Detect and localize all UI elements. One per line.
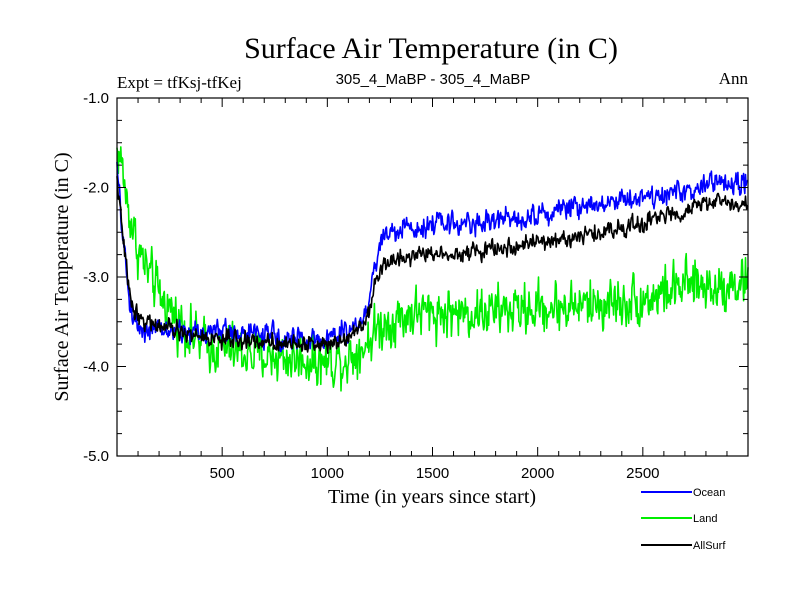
x-tick-label: 1000	[311, 465, 344, 482]
y-tick-label: -5.0	[83, 448, 109, 465]
legend-label-land: Land	[693, 513, 717, 525]
y-axis-ticks: -1.0 -2.0 -3.0 -4.0 -5.0	[83, 90, 748, 465]
case-label: 305_4_MaBP - 305_4_MaBP	[336, 71, 531, 88]
series-line-land	[116, 146, 749, 392]
y-tick-label: -2.0	[83, 180, 109, 197]
x-tick-label: 500	[210, 465, 235, 482]
experiment-label: Expt = tfKsj-tfKej	[117, 73, 242, 92]
x-tick-label: 1500	[416, 465, 449, 482]
x-axis-label: Time (in years since start)	[328, 486, 536, 508]
y-tick-label: -1.0	[83, 90, 109, 107]
series-lines	[116, 146, 749, 392]
y-axis-label: Surface Air Temperature (in C)	[51, 152, 73, 401]
chart-title: Surface Air Temperature (in C)	[244, 32, 618, 65]
x-tick-label: 2000	[521, 465, 554, 482]
y-tick-label: -4.0	[83, 359, 109, 376]
x-tick-label: 2500	[626, 465, 659, 482]
plot-frame	[116, 97, 749, 457]
season-label: Ann	[719, 69, 749, 88]
y-tick-label: -3.0	[83, 269, 109, 286]
legend: Ocean Land AllSurf	[641, 487, 726, 552]
legend-label-allsurf: AllSurf	[693, 540, 726, 552]
legend-label-ocean: Ocean	[693, 487, 725, 499]
x-axis-ticks: 500 1000 1500 2000 2500	[137, 98, 728, 482]
series-line-allsurf	[116, 176, 749, 355]
